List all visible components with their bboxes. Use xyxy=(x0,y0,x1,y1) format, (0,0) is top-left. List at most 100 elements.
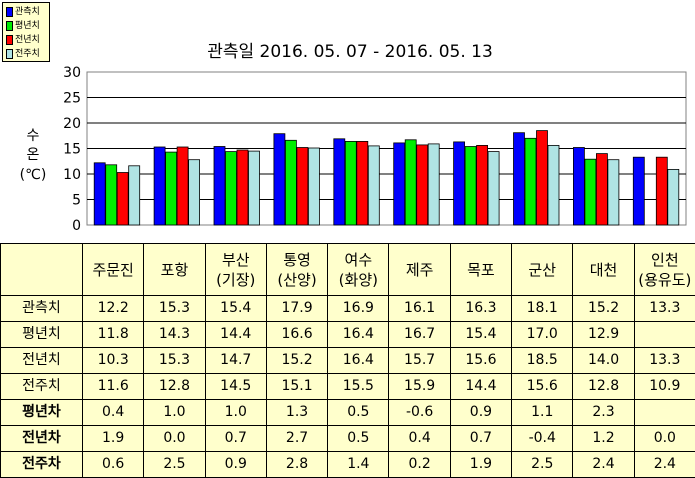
bar xyxy=(394,143,405,225)
bar xyxy=(656,157,667,225)
bar xyxy=(514,133,525,225)
table-cell: 2.7 xyxy=(266,426,327,452)
legend-swatch xyxy=(6,21,13,31)
table-cell: 12.9 xyxy=(573,322,634,348)
bar xyxy=(117,173,128,226)
table-cell: 1.2 xyxy=(573,426,634,452)
table-row-label: 전주치 xyxy=(1,374,83,400)
bar xyxy=(297,148,308,226)
legend-label: 평년치 xyxy=(15,21,40,31)
table-cell: 1.0 xyxy=(144,400,205,426)
bar xyxy=(177,147,188,225)
table-cell: 0.9 xyxy=(450,400,511,426)
table-cell: 10.3 xyxy=(83,348,144,374)
table-cell: 14.4 xyxy=(450,374,511,400)
table-header-cell: 통영(산양) xyxy=(266,244,327,296)
bar xyxy=(214,147,225,226)
table-cell: -0.6 xyxy=(389,400,450,426)
table-cell: 0.0 xyxy=(144,426,205,452)
y-axis-label: 수온(℃) xyxy=(20,128,47,183)
table-cell: 15.6 xyxy=(450,348,511,374)
table-cell: 16.6 xyxy=(266,322,327,348)
table-header-cell: 인천(용유도) xyxy=(634,244,695,296)
bar xyxy=(525,138,536,225)
bar xyxy=(633,157,644,225)
table-cell: 15.9 xyxy=(389,374,450,400)
table-cell: -0.4 xyxy=(512,426,573,452)
table-row-label: 관측치 xyxy=(1,296,83,322)
bar xyxy=(237,150,248,225)
bar xyxy=(274,134,285,225)
table-cell: 13.3 xyxy=(634,348,695,374)
bar xyxy=(573,148,584,226)
table-cell: 17.9 xyxy=(266,296,327,322)
table-cell: 18.1 xyxy=(512,296,573,322)
bar xyxy=(334,139,345,225)
bar-chart: 관측일 2016. 05. 07 - 2016. 05. 13 05101520… xyxy=(0,0,695,243)
bar xyxy=(106,165,117,225)
table-cell: 15.3 xyxy=(144,348,205,374)
table-cell: 18.5 xyxy=(512,348,573,374)
table-cell xyxy=(634,322,695,348)
table-cell: 15.2 xyxy=(266,348,327,374)
table-cell: 0.0 xyxy=(634,426,695,452)
bar xyxy=(345,141,356,225)
bar xyxy=(454,142,465,225)
bar xyxy=(285,140,296,225)
bar xyxy=(585,159,596,225)
table-cell: 0.4 xyxy=(83,400,144,426)
legend-label: 전주치 xyxy=(15,49,40,59)
legend-entry: 전년치 xyxy=(6,34,40,46)
table-cell: 16.7 xyxy=(389,322,450,348)
legend-label: 관측치 xyxy=(15,7,40,17)
y-tick-label: 15 xyxy=(63,142,81,158)
table-cell: 10.9 xyxy=(634,374,695,400)
table-cell: 15.3 xyxy=(144,296,205,322)
table-cell: 0.4 xyxy=(389,426,450,452)
table-cell: 14.7 xyxy=(205,348,266,374)
legend-entry: 관측치 xyxy=(6,6,40,18)
table-cell xyxy=(634,400,695,426)
table-header-cell: 군산 xyxy=(512,244,573,296)
table-cell: 2.3 xyxy=(573,400,634,426)
table-corner-cell xyxy=(1,244,83,296)
table-cell: 14.4 xyxy=(205,322,266,348)
table-cell: 0.7 xyxy=(205,426,266,452)
table-cell: 15.4 xyxy=(450,322,511,348)
legend-swatch xyxy=(6,7,13,17)
y-tick-label: 20 xyxy=(63,116,81,132)
legend-entry: 평년치 xyxy=(6,20,40,32)
table-cell: 11.6 xyxy=(83,374,144,400)
table-cell: 15.2 xyxy=(573,296,634,322)
table-cell: 12.8 xyxy=(573,374,634,400)
table-cell: 0.7 xyxy=(450,426,511,452)
table-header-cell: 부산(기장) xyxy=(205,244,266,296)
bar xyxy=(166,152,177,225)
bar xyxy=(405,140,416,225)
bar xyxy=(308,148,319,225)
table-cell: 1.3 xyxy=(266,400,327,426)
y-tick-label: 25 xyxy=(63,91,81,107)
bar xyxy=(154,147,165,225)
bar xyxy=(94,163,105,225)
bar xyxy=(129,166,140,225)
y-axis-label-line: 온 xyxy=(27,147,40,163)
bar xyxy=(488,152,499,225)
table-cell: 15.5 xyxy=(328,374,389,400)
table-cell: 1.9 xyxy=(83,426,144,452)
table-cell: 11.8 xyxy=(83,322,144,348)
table-cell: 15.7 xyxy=(389,348,450,374)
table-cell: 13.3 xyxy=(634,296,695,322)
table-cell: 16.4 xyxy=(328,322,389,348)
table-cell: 14.5 xyxy=(205,374,266,400)
table-cell: 15.1 xyxy=(266,374,327,400)
table-header-cell: 포항 xyxy=(144,244,205,296)
bar xyxy=(428,144,439,225)
y-axis-label-line: 수 xyxy=(27,128,40,144)
bar xyxy=(417,145,428,225)
